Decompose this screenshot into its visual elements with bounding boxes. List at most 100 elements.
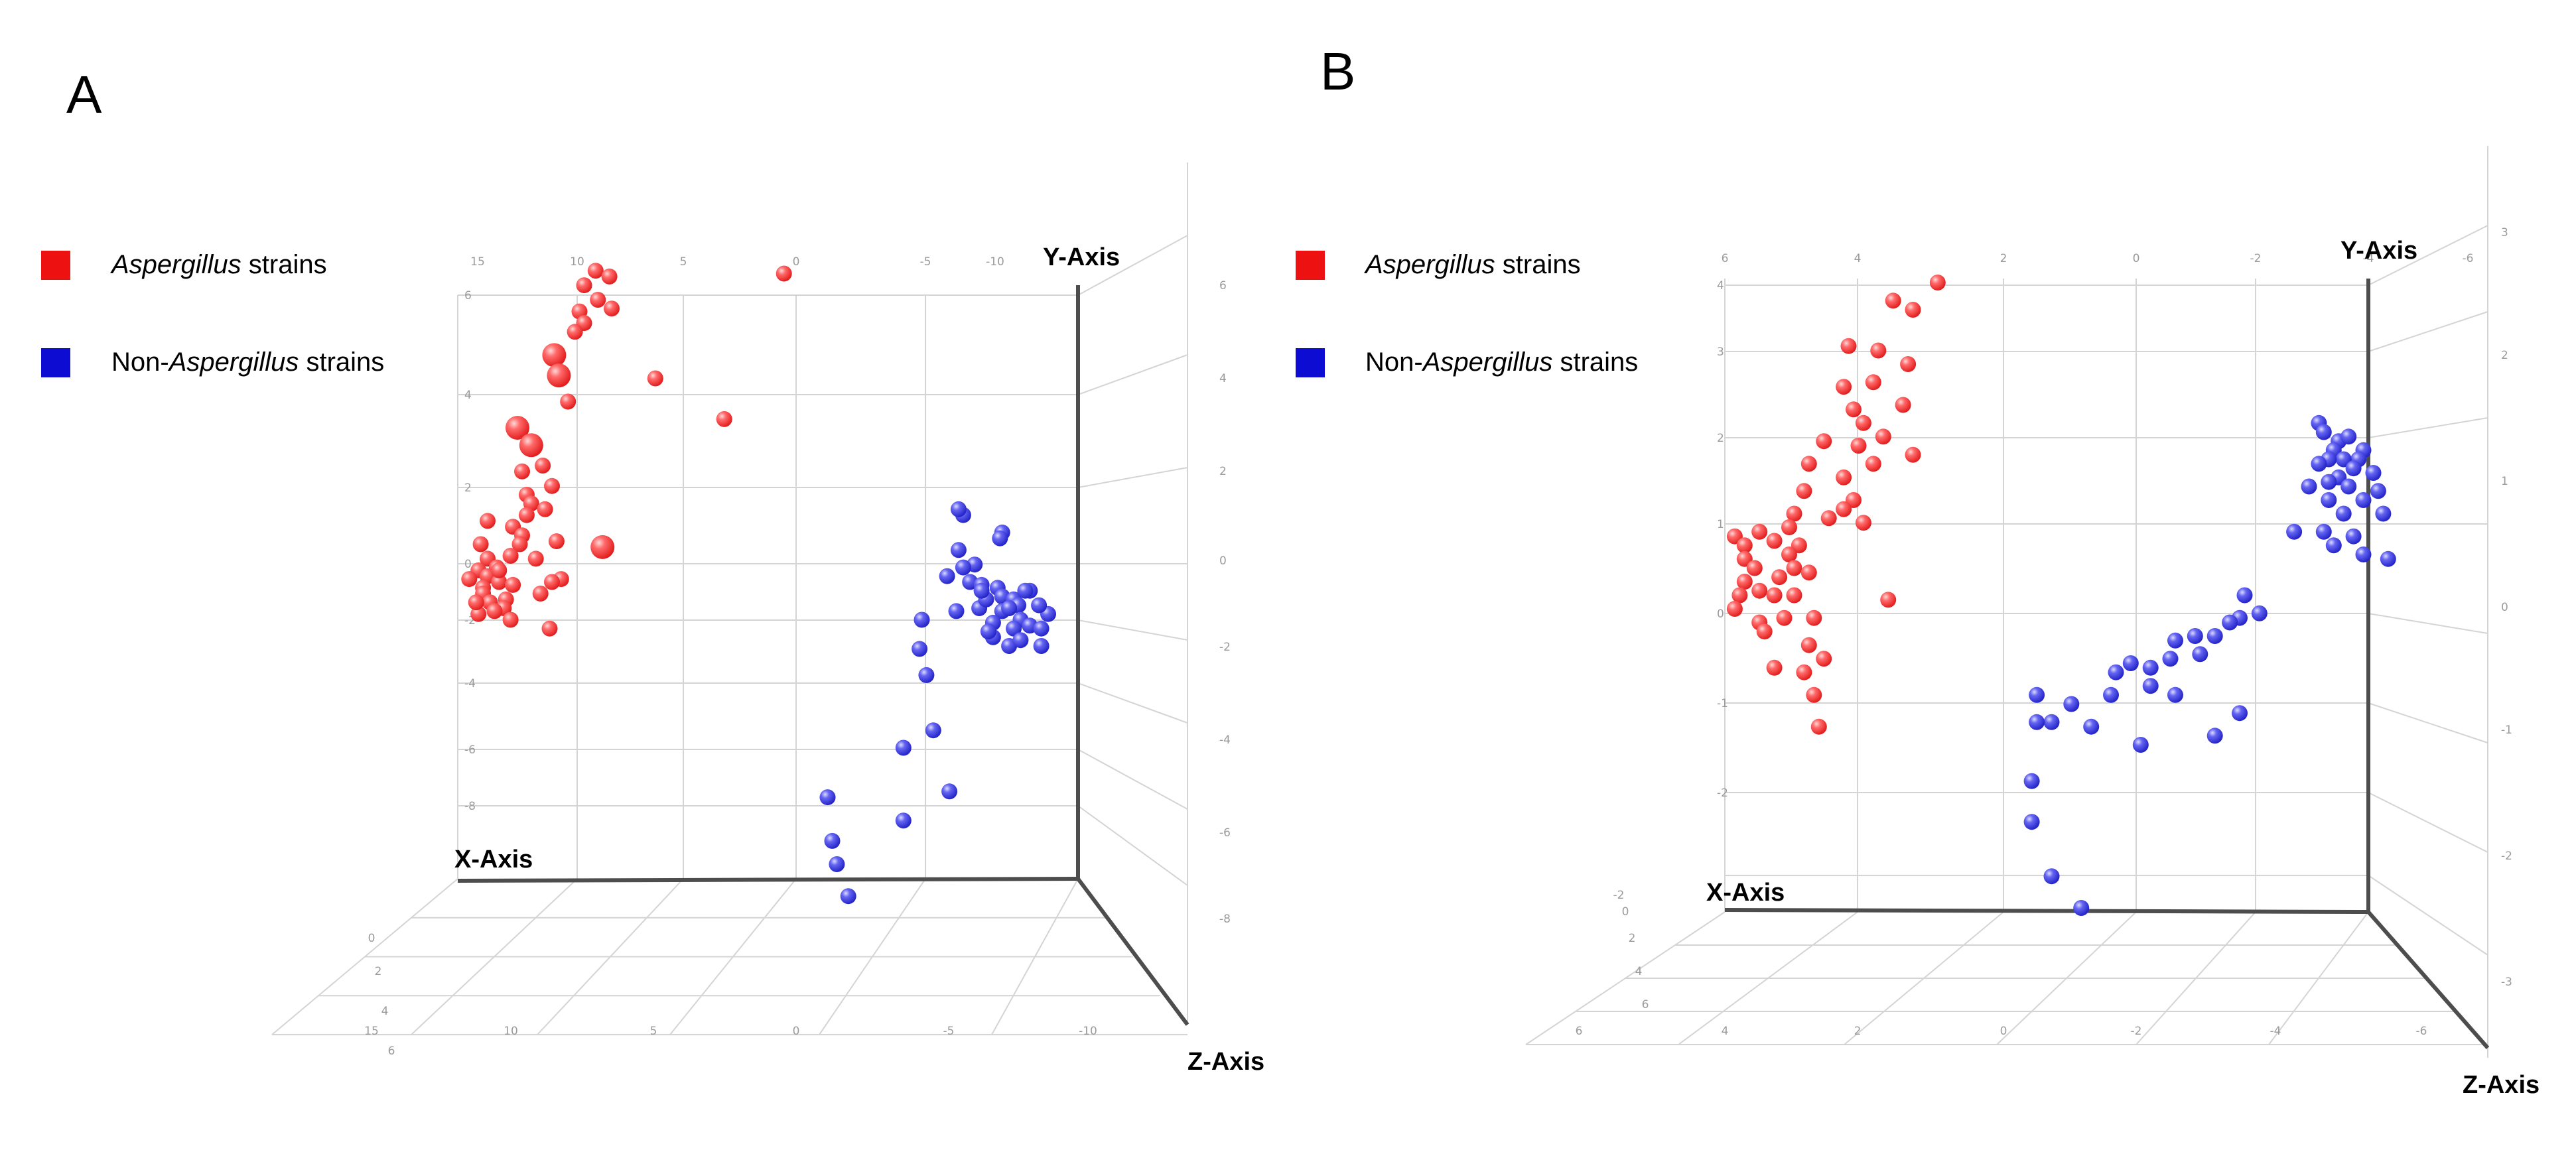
panel-a-aspergillus-point <box>604 300 620 317</box>
panel-a-aspergillus-point <box>537 501 553 517</box>
panel-b-non-aspergillus-point <box>2232 705 2248 722</box>
panel-b-x-front-tick-label: 2 <box>1854 1025 1862 1038</box>
panel-b-y-right-tick-label: -2 <box>2501 850 2512 863</box>
panel-a-y-right-tick-label: 6 <box>1219 279 1227 292</box>
panel-a-legend-label-aspergillus: Aspergillus strains <box>110 250 327 279</box>
panel-b-y-left-tick-label: -2 <box>1717 787 1728 800</box>
panel-b-non-aspergillus-point <box>2236 587 2253 604</box>
panel-a-aspergillus-point <box>542 343 567 367</box>
panel-a-non-aspergillus-point <box>925 722 941 739</box>
panel-a-label: A <box>66 65 102 124</box>
panel-b-y-left-tick-label: -1 <box>1717 697 1728 710</box>
panel-b-x-axis-title: X-Axis <box>1706 879 1785 907</box>
panel-b-non-aspergillus-point <box>2311 456 2327 472</box>
panel-a-aspergillus-point <box>647 370 663 387</box>
panel-b-grid-side-line <box>2368 792 2488 853</box>
panel-a-y-left-tick-label: 2 <box>464 481 472 495</box>
panel-b-aspergillus-point <box>1781 546 1797 562</box>
panel-a-aspergillus-point <box>547 363 571 388</box>
panel-b-aspergillus-point <box>1766 587 1783 604</box>
panel-a-non-aspergillus-point <box>1012 632 1029 649</box>
panel-b-x-front-tick-label: 0 <box>2000 1025 2007 1038</box>
panel-b-aspergillus-point <box>1900 356 1917 372</box>
panel-a-z-axis-line <box>1076 877 1189 1026</box>
panel-a-x-front-tick-label: -5 <box>943 1025 955 1038</box>
panel-b-aspergillus-point <box>1905 302 1921 318</box>
panel-a-aspergillus-point <box>535 458 551 474</box>
panel-b-non-aspergillus-point <box>2192 646 2208 663</box>
panel-a-grid-side-line <box>1077 235 1188 296</box>
panel-b-non-aspergillus-point <box>2073 900 2090 916</box>
panel-a-aspergillus-point <box>567 324 583 340</box>
panel-a-non-aspergillus-point <box>941 783 958 800</box>
panel-a-non-aspergillus-point <box>914 611 930 628</box>
panel-b-non-aspergillus-point <box>2222 614 2238 631</box>
panel-b-aspergillus-point <box>1865 456 1881 472</box>
panel-a-non-aspergillus-point <box>955 559 971 576</box>
panel-b-non-aspergillus-point <box>2251 605 2268 621</box>
panel-b-grid-side-line <box>2368 613 2488 634</box>
panel-b-grid-side-line <box>2368 702 2488 743</box>
panel-b-y-right-tick-label: 2 <box>2501 349 2508 362</box>
panel-b-x-front-tick-label: -4 <box>2270 1025 2281 1038</box>
panel-b-non-aspergillus-point <box>2315 424 2332 440</box>
panel-a-aspergillus-point <box>527 550 544 567</box>
panel-a-y-left-tick-label: 4 <box>464 389 472 402</box>
panel-a-x-top-tick-label: 0 <box>793 255 800 269</box>
panel-b-non-aspergillus-point <box>2162 651 2179 667</box>
panel-a-legend-swatch-aspergillus <box>41 251 70 280</box>
panel-b-x-front-tick-label: 6 <box>1576 1025 1583 1038</box>
panel-b-aspergillus-point <box>1836 501 1852 517</box>
panel-a-x-front-tick-label: -10 <box>1079 1025 1097 1038</box>
panel-a-chart: A 15 10 5 0 -5 -10 15 10 5 0 -5 -10 6 4 2 0 -2 -4 -6 -8 6 4 2 0… <box>41 65 1264 1076</box>
panel-b-aspergillus-point <box>1756 623 1773 640</box>
panel-b-non-aspergillus-point <box>2286 523 2303 540</box>
panel-b-non-aspergillus-point <box>2345 528 2362 545</box>
panel-b-non-aspergillus-point <box>2355 546 2372 562</box>
panel-b-y-left-tick-label: 1 <box>1717 518 1724 531</box>
panel-b-aspergillus-point <box>1870 342 1887 359</box>
panel-a-aspergillus-point <box>511 536 528 552</box>
panel-b-grid-side-line <box>2368 311 2488 352</box>
panel-b-y-left-tick-label: 4 <box>1717 279 1724 292</box>
panel-b-non-aspergillus-point <box>2321 492 2337 508</box>
panel-b-non-aspergillus-point <box>2365 465 2382 481</box>
panel-b-non-aspergillus-point <box>2370 483 2386 499</box>
panel-b-grid-side-line <box>2368 225 2488 286</box>
panel-b-aspergillus-point <box>1820 510 1837 527</box>
panel-a-x-axis-line <box>457 877 1079 883</box>
panel-a-y-right-tick-label: -8 <box>1219 913 1231 926</box>
panel-a-y-right-tick-label: 0 <box>1219 554 1227 568</box>
panel-b-legend-label-aspergillus: Aspergillus strains <box>1364 250 1581 279</box>
panel-a-aspergillus-point <box>544 478 560 494</box>
panel-b-z-tick-label: -2 <box>1613 889 1625 902</box>
panel-b-aspergillus-point <box>1800 637 1817 653</box>
panel-a-z-axis-title: Z-Axis <box>1187 1048 1264 1076</box>
panel-b-non-aspergillus-point <box>2340 428 2357 445</box>
panel-a-y-left-tick-label: 6 <box>464 289 472 302</box>
panel-a-aspergillus-point <box>544 574 560 590</box>
panel-b-x-top-tick-label: 4 <box>1854 252 1862 265</box>
panel-a-aspergillus-point <box>716 411 732 427</box>
panel-a-non-aspergillus-point <box>1031 597 1048 613</box>
panel-b-aspergillus-point <box>1905 446 1921 463</box>
panel-a-x-top-tick-label: -10 <box>986 255 1004 269</box>
panel-b-non-aspergillus-point <box>2029 714 2045 730</box>
panel-b-aspergillus-point <box>1731 587 1748 604</box>
panel-b-y-axis-title: Y-Axis <box>2340 237 2417 265</box>
panel-a-z-tick-label: 4 <box>381 1005 389 1018</box>
panel-b-aspergillus-point <box>1895 397 1911 413</box>
panel-a-aspergillus-point <box>532 586 549 602</box>
panel-b-non-aspergillus-point <box>2029 686 2045 703</box>
panel-a-z-tick-label: 2 <box>375 965 382 978</box>
panel-a-y-right-tick-label: -4 <box>1219 734 1231 747</box>
panel-a-aspergillus-point <box>505 576 521 593</box>
panel-a-grid-side-line <box>1077 805 1188 886</box>
panel-b-aspergillus-point <box>1865 374 1881 391</box>
panel-a-z-tick-label: 6 <box>388 1045 395 1058</box>
panel-b-non-aspergillus-point <box>2355 492 2372 508</box>
panel-a-aspergillus-point <box>506 416 529 440</box>
panel-a-aspergillus-point <box>468 594 484 611</box>
panel-b-non-aspergillus-point <box>2321 474 2337 490</box>
panel-a-aspergillus-point <box>576 277 592 294</box>
